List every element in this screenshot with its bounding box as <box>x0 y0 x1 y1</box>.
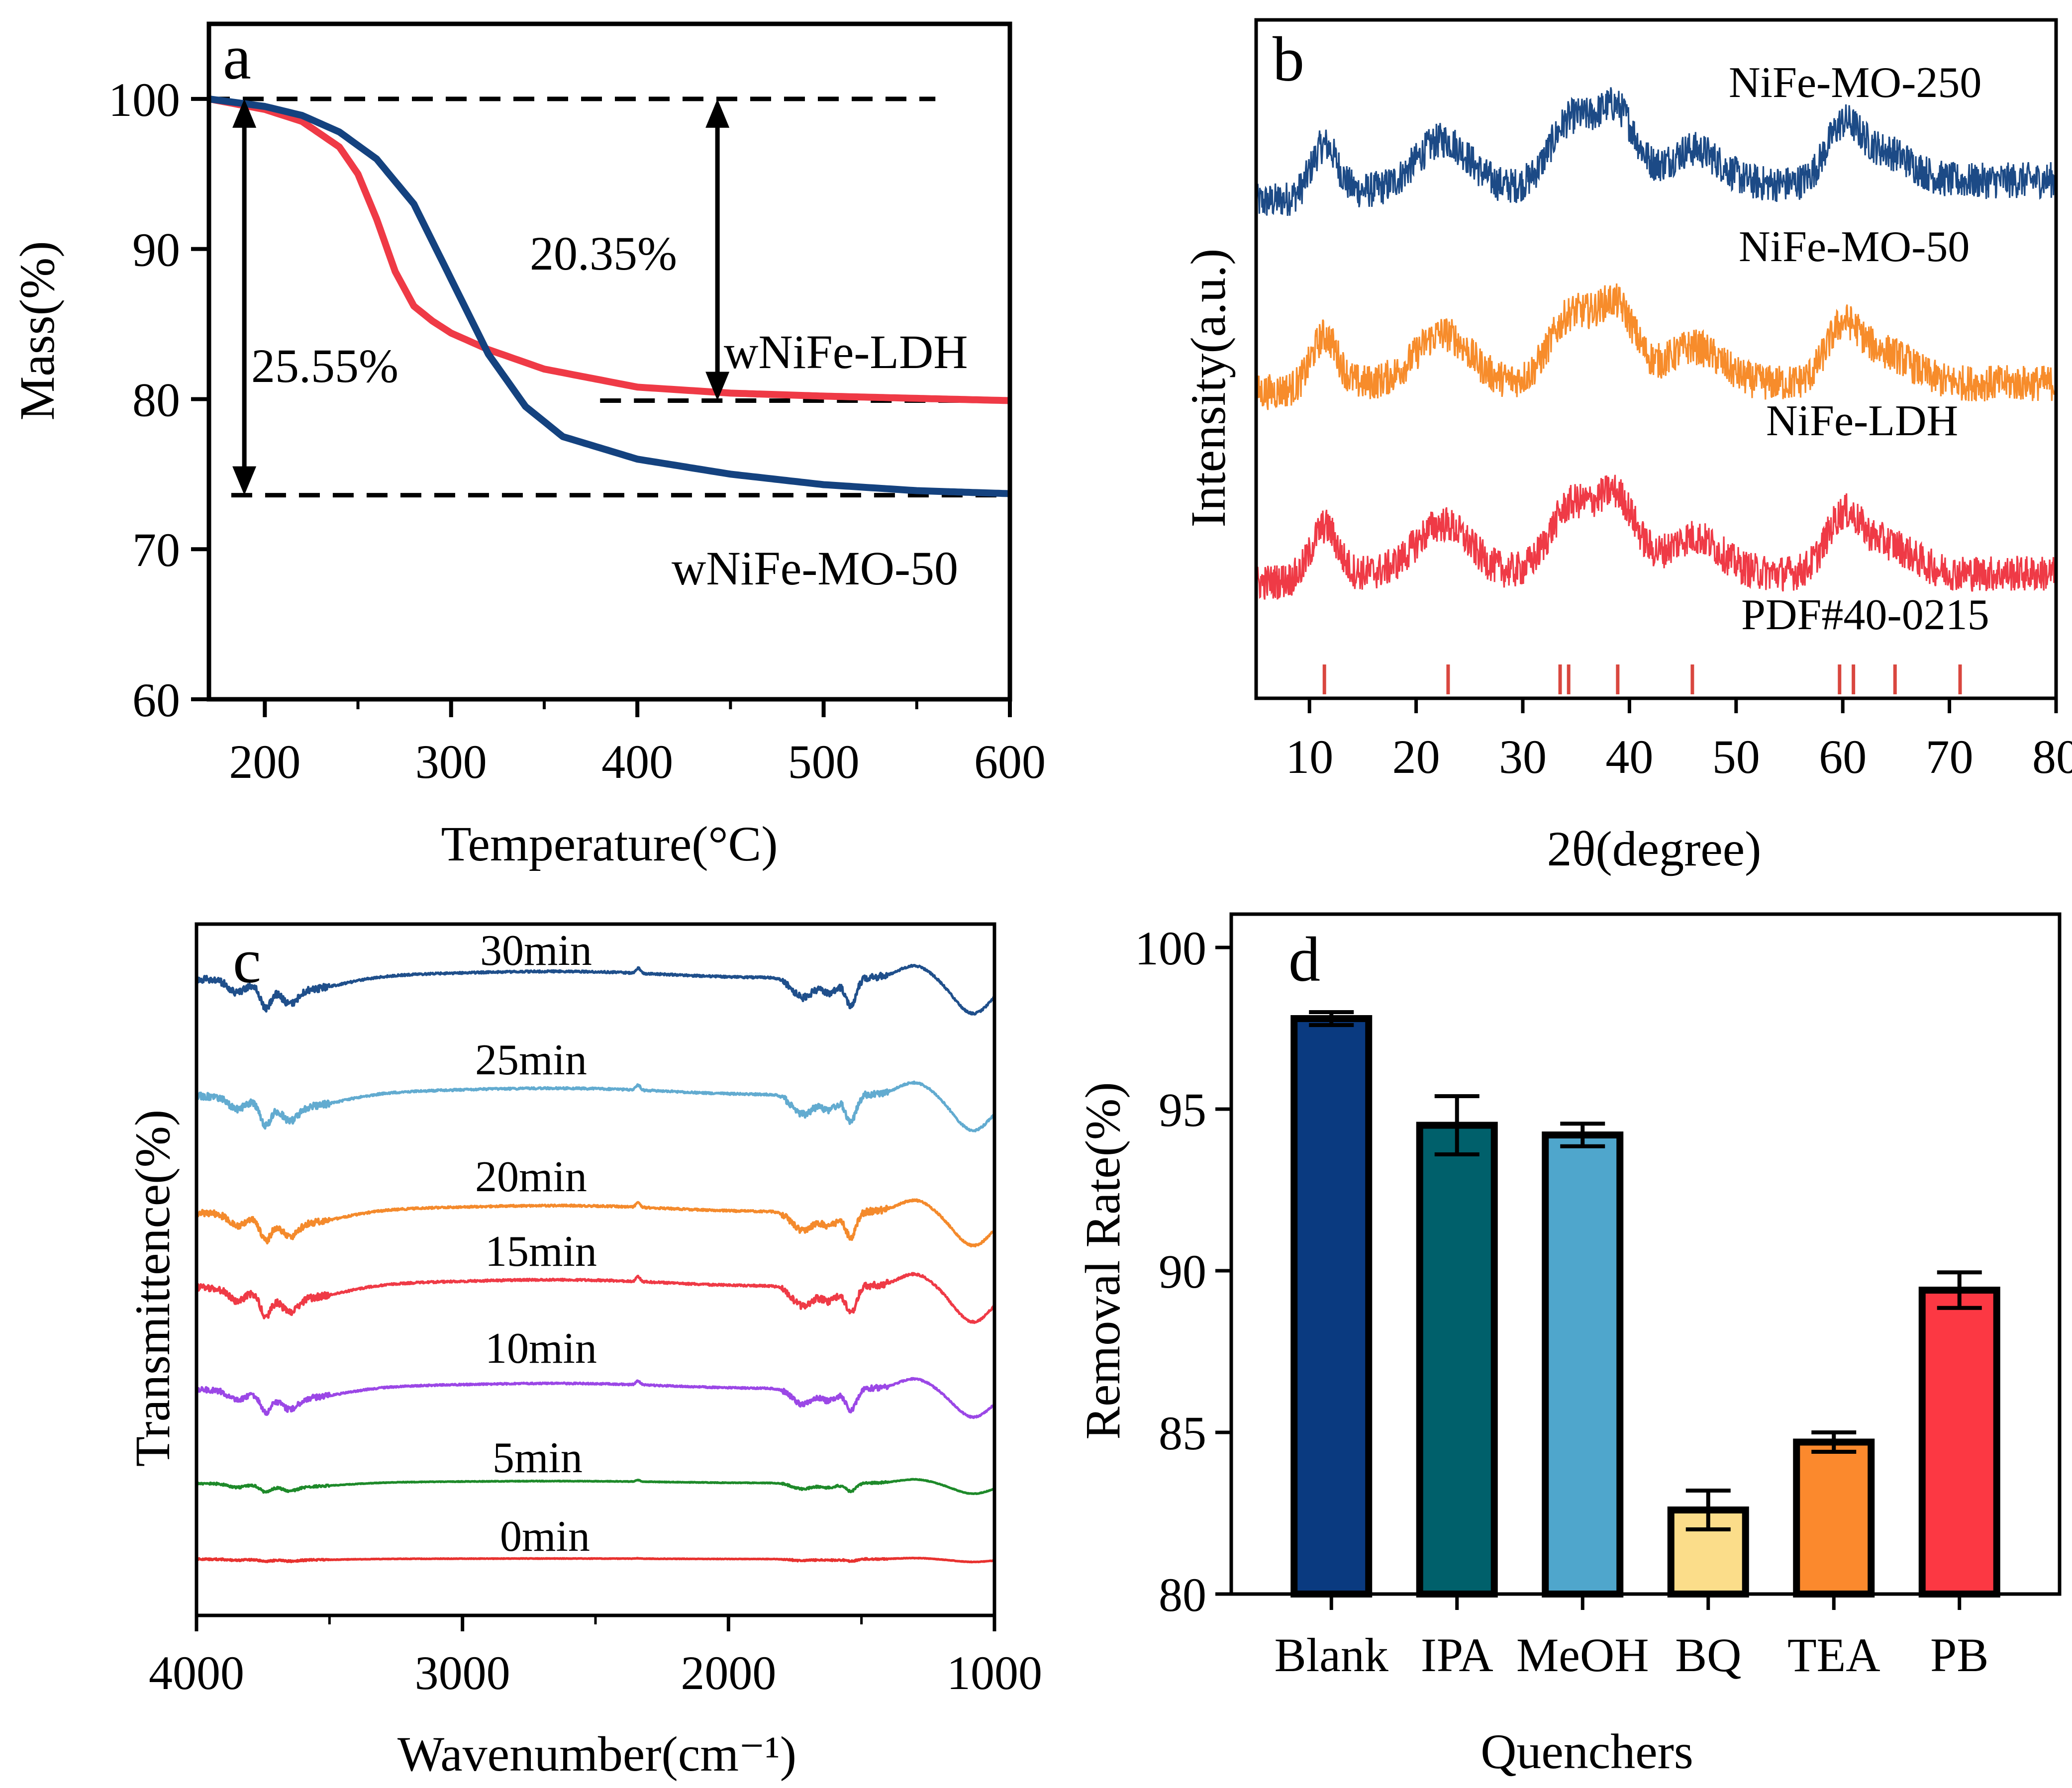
panel-letter-b: b <box>1273 24 1304 94</box>
xrd-legend-mo250: NiFe-MO-250 <box>1729 59 1981 107</box>
ftir-xtick-label-4000: 4000 <box>149 1646 244 1699</box>
ftir-plot-area <box>195 963 996 1564</box>
bar-IPA <box>1416 1122 1498 1598</box>
xrd-legend-mo50: NiFe-MO-50 <box>1739 223 1970 271</box>
xrd-series-1 <box>1255 283 2057 410</box>
tga-label-mo: wNiFe-MO-50 <box>672 542 958 595</box>
panel-a: a 200 300 400 500 600 60 70 80 90 100 25.55% 20.3… <box>9 21 1046 871</box>
xrd-plot-area <box>1255 87 2057 694</box>
bar-xtick-label-PB: PB <box>1930 1628 1988 1682</box>
bar-xtick-label-MeOH: MeOH <box>1516 1628 1649 1682</box>
tga-annotation-loss-mo: 25.55% <box>251 339 398 392</box>
xrd-series-0 <box>1255 87 2057 216</box>
xrd-legend-pdf: PDF#40-0215 <box>1741 591 1989 639</box>
xrd-xtick-label-40: 40 <box>1605 730 1653 783</box>
panel-b: b 10 20 30 40 50 60 70 80 NiFe-MO-250 NiFe-MO-5… <box>1181 18 2072 876</box>
ftir-series-0min <box>196 1556 995 1564</box>
tga-xtick-label-300: 300 <box>415 735 487 788</box>
bar-ytick-label-85: 85 <box>1159 1407 1206 1460</box>
ftir-xtick-label-3000: 3000 <box>415 1646 510 1699</box>
ftir-xtick-label-1000: 1000 <box>947 1646 1042 1699</box>
ftir-axis-ticks: 4000 3000 2000 1000 <box>149 1615 1042 1699</box>
tga-xtick-label-400: 400 <box>601 735 673 788</box>
tga-axes-frame <box>206 21 1012 702</box>
xrd-xtick-label-10: 10 <box>1285 730 1333 783</box>
ftir-xtick-label-2000: 2000 <box>681 1646 776 1699</box>
ftir-series-30min <box>195 963 996 1016</box>
tga-series-ldh <box>208 95 1010 404</box>
bar-axis-ticks: Blank IPA MeOH BQ TEA PB 80 85 90 95 100 <box>1135 922 1988 1682</box>
tga-ytick-label-100: 100 <box>108 73 180 126</box>
bar-xtick-label-BQ: BQ <box>1675 1628 1741 1682</box>
bar-TEA <box>1793 1438 1875 1598</box>
ftir-label-15: 15min <box>485 1227 597 1276</box>
ftir-series-10min <box>195 1377 995 1419</box>
tga-label-ldh: wNiFe-LDH <box>724 325 968 378</box>
bar-MeOH <box>1542 1131 1624 1598</box>
tga-xtick-label-200: 200 <box>229 735 300 788</box>
ftir-label-10: 10min <box>485 1324 597 1373</box>
tga-plot-area <box>208 95 1010 498</box>
tga-arrow-ldh-head-top <box>705 98 730 128</box>
tga-arrow-mo-head-top <box>232 98 257 128</box>
bar-ylabel: Removal Rate(%) <box>1075 1082 1130 1439</box>
bar-ytick-label-80: 80 <box>1159 1568 1206 1621</box>
bar-ytick-label-95: 95 <box>1159 1083 1206 1136</box>
panel-letter-d: d <box>1288 924 1320 995</box>
bar-Blank <box>1290 1015 1373 1598</box>
xrd-axis-ticks: 10 20 30 40 50 60 70 80 <box>1285 698 2072 783</box>
tga-ytick-label-80: 80 <box>132 373 180 426</box>
xrd-xtick-label-70: 70 <box>1926 730 1973 783</box>
tga-ytick-label-70: 70 <box>132 523 180 576</box>
ftir-series-20min <box>195 1198 995 1248</box>
bar-xtick-label-IPA: IPA <box>1421 1628 1493 1682</box>
xrd-series-2 <box>1255 474 2057 600</box>
xrd-legend-ldh: NiFe-LDH <box>1766 397 1958 445</box>
xrd-xtick-label-20: 20 <box>1392 730 1440 783</box>
tga-xtick-label-500: 500 <box>788 735 860 788</box>
tga-ylabel: Mass(%) <box>9 241 65 420</box>
panel-letter-a: a <box>223 22 251 93</box>
xrd-xtick-label-80: 80 <box>2032 730 2072 783</box>
xrd-xtick-label-50: 50 <box>1712 730 1760 783</box>
bar-xtick-label-Blank: Blank <box>1275 1628 1388 1682</box>
tga-xlabel: Temperature(°C) <box>441 816 778 871</box>
ftir-label-5: 5min <box>493 1434 583 1482</box>
ftir-series-5min <box>195 1478 995 1496</box>
ftir-ylabel: Transmittence(%) <box>125 1110 180 1467</box>
panel-d: d Blank IPA MeOH BQ TEA PB 80 85 90 95 100 Quenche… <box>1075 912 2062 1779</box>
ftir-xlabel: Wavenumber(cm⁻¹) <box>397 1726 796 1782</box>
tga-series-mo <box>208 95 1010 497</box>
xrd-xlabel: 2θ(degree) <box>1547 821 1762 876</box>
bar-ytick-label-100: 100 <box>1135 922 1206 975</box>
bar-axes-frame <box>1229 912 2062 1596</box>
bar-PB <box>1918 1287 2000 1598</box>
ftir-label-20: 20min <box>475 1153 587 1201</box>
ftir-label-0: 0min <box>500 1512 590 1561</box>
ftir-series-15min <box>195 1272 995 1324</box>
panel-letter-c: c <box>233 926 261 996</box>
tga-arrow-mo-head-bottom <box>232 466 257 495</box>
ftir-series-25min <box>195 1080 996 1132</box>
bar-xlabel: Quenchers <box>1480 1724 1693 1779</box>
ftir-label-30: 30min <box>480 927 592 975</box>
bar-plot-area <box>1290 1010 2000 1598</box>
tga-ytick-label-60: 60 <box>132 673 180 727</box>
tga-axis-ticks: 200 300 400 500 600 60 70 80 90 100 <box>108 73 1046 788</box>
tga-ytick-label-90: 90 <box>132 223 180 277</box>
panel-c: c 4000 3000 2000 1000 30min 25min 20min 15m… <box>125 922 1042 1782</box>
xrd-axes-frame <box>1254 18 2058 700</box>
bar-ytick-label-90: 90 <box>1159 1245 1206 1298</box>
tga-arrow-ldh-head-bottom <box>705 372 730 401</box>
tga-xtick-label-600: 600 <box>974 735 1046 788</box>
ftir-label-25: 25min <box>475 1036 587 1084</box>
xrd-xtick-label-60: 60 <box>1819 730 1867 783</box>
tga-annotation-loss-ldh: 20.35% <box>530 227 677 280</box>
bar-xtick-label-TEA: TEA <box>1787 1628 1880 1682</box>
xrd-ylabel: Intensity(a.u.) <box>1181 249 1236 528</box>
xrd-xtick-label-30: 30 <box>1499 730 1547 783</box>
